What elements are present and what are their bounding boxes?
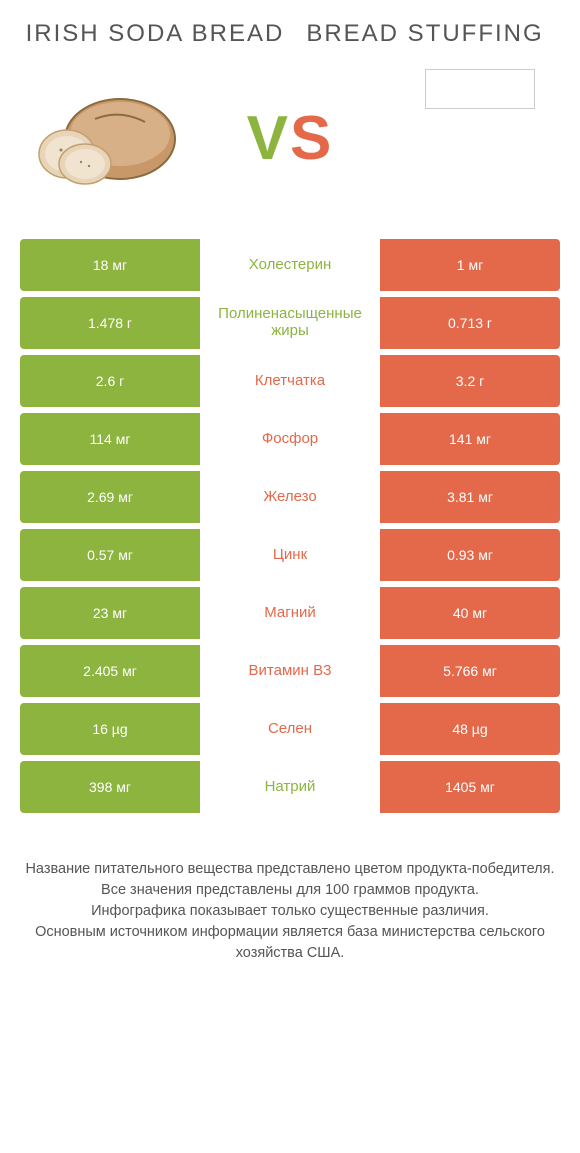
- left-value: 18 мг: [20, 239, 200, 291]
- left-value: 398 мг: [20, 761, 200, 813]
- vs-s-letter: S: [290, 104, 333, 173]
- table-row: 18 мгХолестерин1 мг: [20, 239, 560, 291]
- left-value: 23 мг: [20, 587, 200, 639]
- right-value: 48 µg: [380, 703, 560, 755]
- comparison-table: 18 мгХолестерин1 мг 1.478 гПолиненасыщенн…: [0, 239, 580, 813]
- right-value: 0.93 мг: [380, 529, 560, 581]
- right-value: 141 мг: [380, 413, 560, 465]
- right-value: 40 мг: [380, 587, 560, 639]
- nutrient-label: Витамин B3: [200, 645, 380, 697]
- nutrient-label: Цинк: [200, 529, 380, 581]
- table-row: 398 мгНатрий1405 мг: [20, 761, 560, 813]
- right-value: 3.81 мг: [380, 471, 560, 523]
- footer-notes: Название питательного вещества представл…: [0, 819, 580, 984]
- left-value: 2.69 мг: [20, 471, 200, 523]
- right-value: 1405 мг: [380, 761, 560, 813]
- nutrient-label: Фосфор: [200, 413, 380, 465]
- table-row: 23 мгМагний40 мг: [20, 587, 560, 639]
- right-value: 5.766 мг: [380, 645, 560, 697]
- left-value: 1.478 г: [20, 297, 200, 349]
- footer-line-1: Название питательного вещества представл…: [25, 859, 555, 880]
- bread-icon: [25, 84, 185, 194]
- right-value: 1 мг: [380, 239, 560, 291]
- right-food-header: BREAD STUFFING: [290, 20, 560, 49]
- left-food-header: IRISH SODA BREAD: [20, 20, 290, 49]
- right-food-image-placeholder: [425, 69, 535, 109]
- right-food-title: BREAD STUFFING: [290, 20, 560, 49]
- left-value: 2.405 мг: [20, 645, 200, 697]
- right-value: 0.713 г: [380, 297, 560, 349]
- nutrient-label: Железо: [200, 471, 380, 523]
- vs-label: VS: [247, 103, 334, 174]
- nutrient-label: Клетчатка: [200, 355, 380, 407]
- nutrient-label: Холестерин: [200, 239, 380, 291]
- left-food-image: [20, 74, 190, 204]
- left-value: 16 µg: [20, 703, 200, 755]
- right-value: 3.2 г: [380, 355, 560, 407]
- table-row: 16 µgСелен48 µg: [20, 703, 560, 755]
- vs-v-letter: V: [247, 104, 290, 173]
- footer-line-2: Все значения представлены для 100 граммо…: [25, 880, 555, 901]
- table-row: 2.405 мгВитамин B35.766 мг: [20, 645, 560, 697]
- left-value: 114 мг: [20, 413, 200, 465]
- nutrient-label: Полиненасыщенные жиры: [200, 297, 380, 349]
- table-row: 2.69 мгЖелезо3.81 мг: [20, 471, 560, 523]
- table-row: 2.6 гКлетчатка3.2 г: [20, 355, 560, 407]
- table-row: 1.478 гПолиненасыщенные жиры0.713 г: [20, 297, 560, 349]
- left-value: 2.6 г: [20, 355, 200, 407]
- nutrient-label: Магний: [200, 587, 380, 639]
- left-food-title: IRISH SODA BREAD: [20, 20, 290, 49]
- footer-line-4: Основным источником информации является …: [25, 922, 555, 964]
- table-row: 114 мгФосфор141 мг: [20, 413, 560, 465]
- nutrient-label: Селен: [200, 703, 380, 755]
- table-row: 0.57 мгЦинк0.93 мг: [20, 529, 560, 581]
- vs-row: VS: [0, 59, 580, 239]
- left-value: 0.57 мг: [20, 529, 200, 581]
- header: IRISH SODA BREAD BREAD STUFFING: [0, 0, 580, 59]
- nutrient-label: Натрий: [200, 761, 380, 813]
- footer-line-3: Инфографика показывает только существенн…: [25, 901, 555, 922]
